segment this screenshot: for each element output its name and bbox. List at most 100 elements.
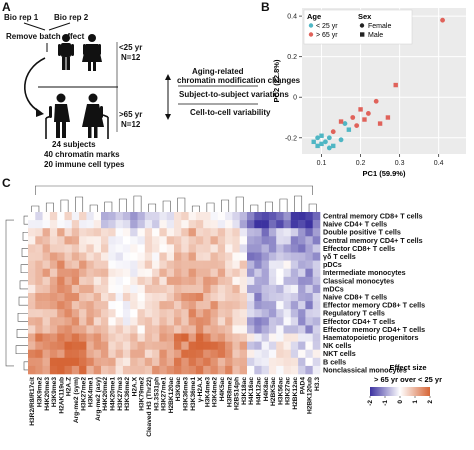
- heatmap-cell: [152, 244, 160, 253]
- heatmap-cell: [261, 236, 270, 245]
- heatmap-cell: [305, 317, 313, 326]
- heatmap-cell: [239, 284, 248, 294]
- summary-line-3: 20 immune cell types: [44, 160, 125, 169]
- heatmap-cell: [203, 365, 211, 375]
- heatmap-cell: [268, 309, 277, 318]
- heatmap-cell: [261, 284, 270, 294]
- heatmap-cell: [64, 293, 73, 302]
- heatmap-cell: [115, 341, 124, 350]
- heatmap-cell: [312, 365, 321, 375]
- heatmap-cell: [79, 349, 87, 359]
- heatmap-cell: [268, 260, 277, 269]
- heatmap-cell: [174, 284, 182, 294]
- heatmap-cell: [35, 325, 43, 334]
- pca-point: [319, 133, 324, 138]
- heatmap-cell: [247, 276, 255, 286]
- pca-legend-age-marker: [308, 32, 314, 37]
- panel-label-b: B: [261, 0, 270, 14]
- heatmap-cell: [268, 349, 277, 359]
- heatmap-cell: [254, 276, 262, 286]
- heatmap-cell: [268, 365, 277, 375]
- heatmap-cell: [79, 244, 87, 253]
- pca-point: [346, 127, 352, 132]
- heatmap-cell: [210, 333, 219, 342]
- heatmap-cell: [283, 317, 292, 326]
- heatmap-cell: [64, 276, 73, 286]
- heatmap-cell: [239, 236, 248, 245]
- heatmap-column-label: H3K9ac: [175, 377, 182, 402]
- heatmap-cell: [305, 260, 313, 269]
- heatmap-cell: [79, 276, 87, 286]
- heatmap-cell: [35, 236, 43, 245]
- heatmap-cell: [115, 220, 124, 229]
- heatmap-cell: [49, 236, 58, 245]
- heatmap-cell: [108, 301, 116, 310]
- heatmap-cell: [35, 244, 43, 253]
- heatmap-cell: [261, 365, 270, 375]
- heatmap-cell: [181, 333, 189, 342]
- heatmap-cell: [71, 276, 80, 286]
- heatmap-column-label: H3.3: [314, 377, 321, 391]
- dendrogram-branch: [45, 202, 54, 212]
- heatmap-cell: [42, 220, 51, 229]
- panel-label-a: A: [2, 0, 11, 14]
- heatmap-cell: [290, 349, 299, 359]
- heatmap-cell: [188, 293, 197, 302]
- heatmap-cell: [115, 365, 124, 375]
- heatmap-cell: [86, 341, 94, 350]
- heatmap-cell: [42, 260, 51, 269]
- heatmap-cell: [144, 228, 153, 237]
- heatmap-cell: [225, 228, 233, 237]
- heatmap-cell: [268, 301, 277, 310]
- heatmap-cell: [174, 228, 182, 237]
- heatmap-cell: [166, 212, 175, 221]
- heatmap-cell: [122, 341, 131, 350]
- heatmap-cell: [122, 212, 131, 221]
- heatmap-cell: [166, 236, 175, 245]
- heatmap-cell: [225, 220, 233, 229]
- heatmap-cell: [159, 301, 167, 310]
- heatmap-cell: [130, 309, 138, 318]
- heatmap-cell: [247, 236, 255, 245]
- heatmap-cell: [217, 349, 226, 359]
- heatmap-row-label: NK cells: [323, 341, 351, 350]
- heatmap-cell: [144, 276, 153, 286]
- heatmap-cell: [57, 349, 65, 359]
- heatmap-cell: [115, 293, 124, 302]
- bio-rep-2-label: Bio rep 2: [54, 13, 89, 22]
- heatmap-cell: [166, 228, 175, 237]
- heatmap-cell: [101, 220, 109, 229]
- pca-legend-sex-label: Female: [368, 23, 391, 30]
- heatmap-cell: [276, 349, 284, 359]
- heatmap-cell: [166, 276, 175, 286]
- heatmap-cell: [247, 309, 255, 318]
- heatmap-cell: [268, 333, 277, 342]
- heatmap-cell: [35, 309, 43, 318]
- heatmap-cell: [42, 236, 51, 245]
- heatmap-cell: [86, 244, 94, 253]
- heatmap-cell: [42, 284, 51, 294]
- heatmap-cell: [144, 284, 153, 294]
- pca-point: [331, 143, 336, 149]
- heatmap-cell: [247, 301, 255, 310]
- heatmap-cell: [174, 268, 182, 278]
- heatmap-cell: [210, 276, 219, 286]
- heatmap-cell: [108, 357, 116, 367]
- heatmap-cell: [181, 228, 189, 237]
- panel-label-c: C: [2, 176, 11, 190]
- heatmap-cell: [49, 293, 58, 302]
- heatmap-cell: [283, 284, 292, 294]
- heatmap-cell: [305, 293, 313, 302]
- heatmap-cell: [93, 244, 102, 253]
- heatmap-cell: [239, 220, 248, 229]
- young-female-icon: [82, 34, 102, 71]
- heatmap-cell: [181, 301, 189, 310]
- heatmap-row-label: Intermediate monocytes: [323, 268, 406, 277]
- heatmap-cell: [195, 357, 204, 367]
- heatmap-cell: [305, 349, 313, 359]
- heatmap-cell: [268, 236, 277, 245]
- heatmap-cell: [49, 228, 58, 237]
- heatmap-cell: [225, 357, 233, 367]
- heatmap-cell: [217, 236, 226, 245]
- heatmap-column-label: Arg-me2 (sym): [73, 377, 80, 423]
